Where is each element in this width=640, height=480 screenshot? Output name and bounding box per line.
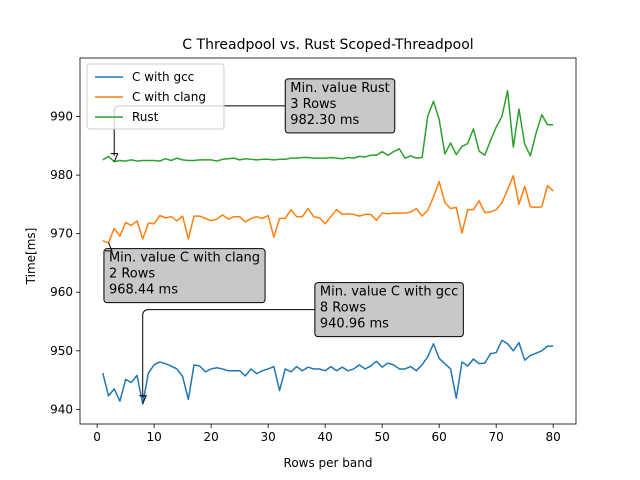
annotation-connector (142, 309, 315, 398)
plot-area: 0 10 20 30 40 50 60 70 80 940 950 960 970 980 990 Min. … (50, 57, 577, 444)
x-tick-label: 40 (318, 430, 333, 444)
annotation-text: 940.96 ms (320, 317, 389, 332)
y-tick-label: 960 (50, 285, 73, 299)
y-tick-label: 940 (50, 402, 73, 416)
x-tick-label: 50 (375, 430, 390, 444)
annotation-text: 2 Rows (109, 267, 155, 282)
annotation-text: Min. value C with gcc (320, 285, 458, 300)
y-axis-label: Time[ms] (24, 228, 38, 286)
x-tick-label: 20 (203, 430, 218, 444)
x-tick-label: 70 (489, 430, 504, 444)
series-line-1 (102, 174, 554, 244)
legend-entry: C with gcc (132, 70, 194, 84)
x-tick-label: 60 (432, 430, 447, 444)
axes-frame (79, 57, 577, 425)
x-tick-label: 0 (93, 430, 101, 444)
x-tick-label: 80 (546, 430, 561, 444)
legend: C with gcc C with clang Rust (86, 63, 225, 130)
annotation-text: 968.44 ms (109, 283, 178, 298)
y-tick-label: 980 (50, 168, 73, 182)
y-tick-label: 950 (50, 344, 73, 358)
annotation-arrowhead (110, 153, 119, 162)
annotation-arrowhead (139, 395, 147, 404)
annotation-text: 8 Rows (320, 301, 366, 316)
chart-title: C Threadpool vs. Rust Scoped-Threadpool (182, 37, 473, 53)
annotation-text: Min. value Rust (290, 81, 390, 96)
legend-box (86, 63, 225, 130)
x-axis-label: Rows per band (284, 456, 373, 470)
annotation-arrowhead (105, 242, 113, 252)
legend-entry: C with clang (132, 90, 206, 104)
annotation-text: Min. value C with clang (109, 251, 260, 266)
annotation-box (103, 248, 266, 304)
x-tick-label: 10 (146, 430, 161, 444)
annotation-text: 982.30 ms (290, 113, 359, 128)
legend-entry: Rust (132, 110, 159, 124)
series-line-2 (102, 90, 554, 163)
y-tick-label: 990 (50, 110, 73, 124)
series-line-0 (102, 339, 554, 405)
y-tick-label: 970 (50, 227, 73, 241)
x-tick-label: 30 (260, 430, 275, 444)
annotation-text: 3 Rows (290, 97, 336, 112)
